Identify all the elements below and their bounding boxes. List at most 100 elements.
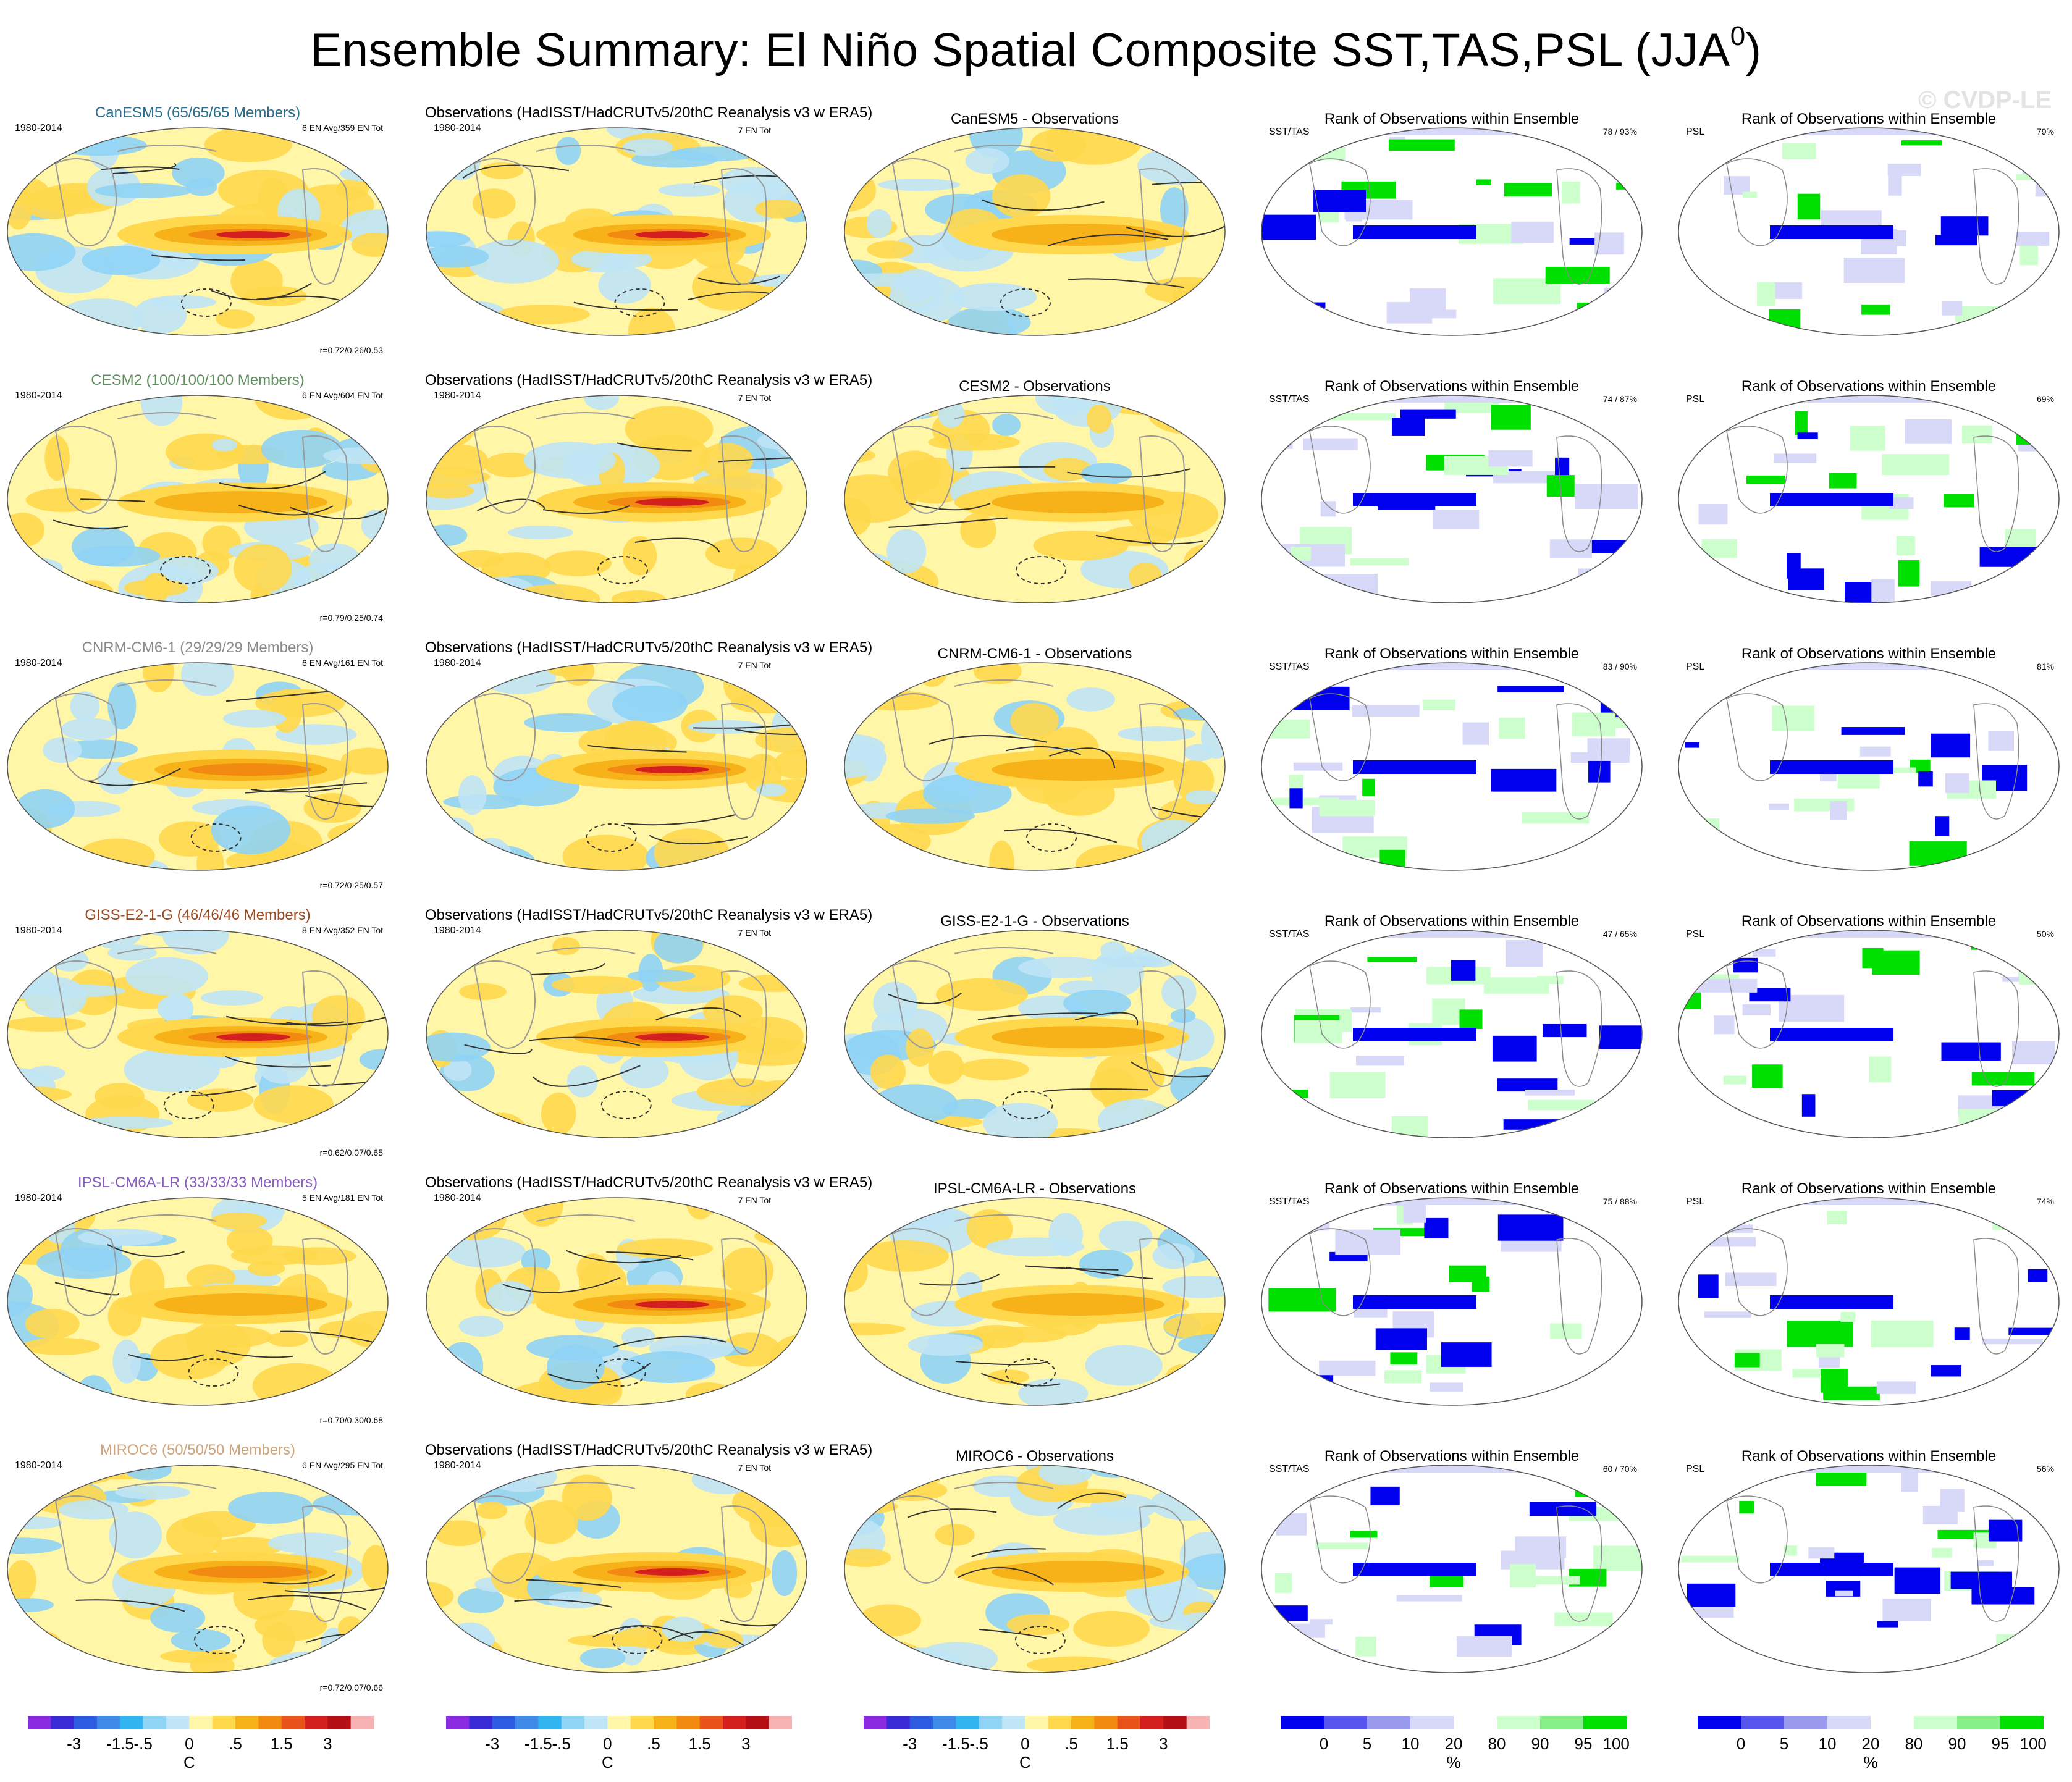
- panel-r5-c0: MIROC6 (50/50/50 Members) 1980-2014 6 EN A…: [6, 1439, 389, 1692]
- period-label: 1980-2014: [434, 390, 481, 401]
- diff-title: GISS-E2-1-G - Observations: [940, 913, 1129, 930]
- period-label: 1980-2014: [15, 1193, 62, 1203]
- colorbar-swatch: [1698, 1716, 1741, 1729]
- colorbar-swatch: [746, 1716, 770, 1729]
- colorbar-swatch: [909, 1716, 933, 1729]
- colorbar-swatch: [1583, 1716, 1627, 1729]
- colorbar-unit: C: [183, 1753, 195, 1771]
- rank-var: SST/TAS: [1269, 1464, 1310, 1474]
- map-rank: [1261, 662, 1643, 871]
- map-rank: [1261, 395, 1643, 603]
- rank-var: SST/TAS: [1269, 1196, 1310, 1207]
- colorbar-swatches: [446, 1716, 793, 1729]
- panel-r1-c0: CESM2 (100/100/100 Members) 1980-2014 6 EN…: [6, 369, 389, 623]
- obs-count: 7 EN Tot: [738, 928, 771, 938]
- rank-title: Rank of Observations within Ensemble: [1741, 1448, 1997, 1465]
- colorbar-swatch: [699, 1716, 723, 1729]
- model-title: CanESM5 (65/65/65 Members): [95, 104, 301, 121]
- colorbar-swatch: [305, 1716, 328, 1729]
- rank-var: SST/TAS: [1269, 394, 1310, 405]
- panel-r4-c0: IPSL-CM6A-LR (33/33/33 Members) 1980-2014…: [6, 1172, 389, 1425]
- colorbar-swatch: [2000, 1716, 2044, 1729]
- panel-r1-c1: Observations (HadISST/HadCRUTv5/20thC Re…: [425, 369, 872, 610]
- colorbar-swatch: [1827, 1716, 1871, 1729]
- rank-var: SST/TAS: [1269, 662, 1310, 672]
- rank-value: 78 / 93%: [1602, 127, 1637, 137]
- map-diff: [844, 930, 1226, 1138]
- pattern-correlation: r=0.70/0.30/0.68: [319, 1415, 383, 1425]
- rank-title: Rank of Observations within Ensemble: [1324, 913, 1580, 930]
- colorbar-tick-label: -1.5: [941, 1734, 970, 1753]
- obs-count: 7 EN Tot: [738, 1195, 771, 1205]
- panel-r3-c4: Rank of Observations within Ensemble PSL 5…: [1677, 904, 2060, 1145]
- pattern-correlation: r=0.62/0.07/0.65: [319, 1148, 383, 1158]
- panel-r3-c2: GISS-E2-1-G - Observations: [843, 904, 1226, 1145]
- colorbar-swatch: [1324, 1716, 1368, 1729]
- en-count: 5 EN Avg/181 EN Tot: [301, 1193, 383, 1203]
- colorbar-tick-label: 3: [323, 1734, 332, 1753]
- obs-title: Observations (HadISST/HadCRUTv5/20thC Re…: [425, 1174, 873, 1191]
- colorbar-swatch: [235, 1716, 259, 1729]
- colorbar-tick-label: 0: [1736, 1734, 1746, 1753]
- colorbar-swatch: [1163, 1716, 1187, 1729]
- panel-r5-c4: Rank of Observations within Ensemble PSL 5…: [1677, 1439, 2060, 1680]
- map-temp: [7, 1197, 389, 1406]
- colorbar-tick-label: -.5: [969, 1734, 988, 1753]
- colorbar-swatch: [538, 1716, 562, 1729]
- obs-count: 7 EN Tot: [738, 125, 771, 135]
- title-text: Ensemble Summary: El Niño Spatial Compos…: [310, 24, 1730, 77]
- colorbar-tick-label: 3: [1159, 1734, 1168, 1753]
- obs-title: Observations (HadISST/HadCRUTv5/20thC Re…: [425, 104, 873, 121]
- colorbar-swatch: [143, 1716, 167, 1729]
- rank-value: 56%: [2036, 1464, 2054, 1474]
- map-diff: [844, 1197, 1226, 1406]
- colorbar-swatch: [97, 1716, 120, 1729]
- colorbar-swatch: [607, 1716, 631, 1729]
- colorbar-swatch: [74, 1716, 98, 1729]
- rank-title: Rank of Observations within Ensemble: [1741, 378, 1997, 395]
- rank-title: Rank of Observations within Ensemble: [1324, 645, 1580, 662]
- colorbar-swatch: [446, 1716, 470, 1729]
- rank-value: 50%: [2036, 929, 2054, 939]
- map-temp: [426, 930, 807, 1138]
- colorbar-swatches: [864, 1716, 1210, 1729]
- colorbar-swatch: [1094, 1716, 1118, 1729]
- colorbar-swatch: [166, 1716, 190, 1729]
- colorbar: -3 -1.5 -.5 0 .5 1.5 3 C: [28, 1716, 374, 1778]
- rank-var: PSL: [1686, 127, 1705, 137]
- colorbar: 0 5 10 20 80 90 95 100%: [1698, 1716, 2047, 1778]
- panel-r2-c0: CNRM-CM6-1 (29/29/29 Members) 1980-2014 6 …: [6, 637, 389, 890]
- rank-var: SST/TAS: [1269, 929, 1310, 939]
- colorbar-swatch: [1784, 1716, 1828, 1729]
- colorbar-swatches: [1698, 1716, 2044, 1729]
- colorbar-swatch: [769, 1716, 793, 1729]
- colorbar-swatch: [350, 1716, 374, 1729]
- map-temp: [426, 1465, 807, 1673]
- pattern-correlation: r=0.72/0.25/0.57: [319, 880, 383, 890]
- map-rank: [1678, 1197, 2060, 1406]
- map-temp: [7, 662, 389, 871]
- period-label: 1980-2014: [434, 123, 481, 133]
- rank-var: PSL: [1686, 929, 1705, 939]
- panel-r0-c4: Rank of Observations within Ensemble PSL 7…: [1677, 102, 2060, 343]
- colorbar-swatch: [1281, 1716, 1324, 1729]
- colorbar-unit: C: [601, 1753, 613, 1771]
- period-label: 1980-2014: [15, 925, 62, 936]
- colorbar-tick-label: 20: [1861, 1734, 1880, 1753]
- colorbar: 0 5 10 20 80 90 95 100%: [1281, 1716, 1630, 1778]
- colorbar: -3 -1.5 -.5 0 .5 1.5 3 C: [446, 1716, 793, 1778]
- colorbar-swatch: [956, 1716, 980, 1729]
- panel-r4-c3: Rank of Observations within Ensemble SST/…: [1260, 1172, 1643, 1413]
- colorbar-swatch: [1497, 1716, 1541, 1729]
- period-label: 1980-2014: [15, 123, 62, 133]
- map-rank: [1261, 930, 1643, 1138]
- panel-r2-c4: Rank of Observations within Ensemble PSL 8…: [1677, 637, 2060, 878]
- rank-title: Rank of Observations within Ensemble: [1741, 111, 1997, 127]
- colorbar-swatch: [584, 1716, 608, 1729]
- map-temp: [426, 395, 807, 603]
- rank-value: 83 / 90%: [1602, 662, 1637, 671]
- rank-value: 60 / 70%: [1602, 1464, 1637, 1474]
- colorbar-swatch: [979, 1716, 1003, 1729]
- colorbar-unit: %: [1863, 1753, 1878, 1771]
- panel-r0-c1: Observations (HadISST/HadCRUTv5/20thC Re…: [425, 102, 873, 343]
